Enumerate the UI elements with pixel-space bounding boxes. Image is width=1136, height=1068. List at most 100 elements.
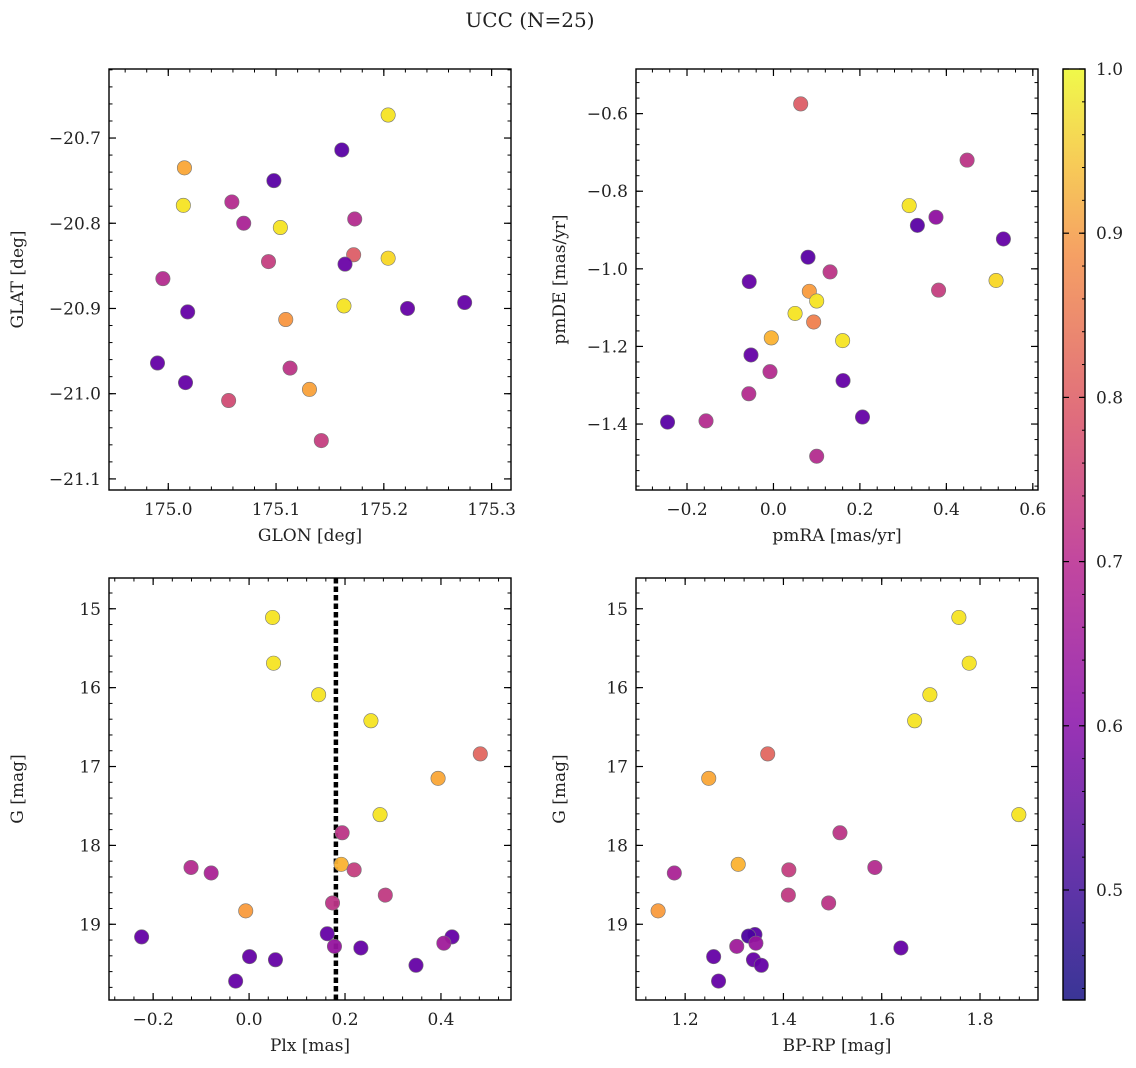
data-point [711, 973, 727, 989]
data-point [228, 973, 244, 989]
data-point [301, 381, 317, 397]
x-axis-label: GLON [deg] [258, 526, 362, 546]
y-axis-label: pmDE [mas/yr] [550, 214, 570, 344]
data-point [928, 209, 944, 225]
data-point [261, 254, 277, 270]
data-point [650, 903, 666, 919]
x-tick-label: 1.8 [966, 1010, 993, 1030]
data-point [377, 887, 393, 903]
data-point [660, 414, 676, 430]
data-point [337, 256, 353, 272]
y-tick-label: −21.1 [49, 470, 101, 490]
y-tick-label: 17 [79, 758, 101, 778]
data-point [265, 609, 281, 625]
panel-plx-g: −0.2 0.0 0.2 0.4 15 16 17 18 19 Plx [mas] G [mag] [8, 577, 512, 1056]
data-point [901, 198, 917, 214]
x-axis-label: pmRA [mas/yr] [772, 526, 901, 546]
data-point [988, 272, 1004, 288]
data-point [730, 856, 746, 872]
axes-frame [108, 577, 512, 1001]
data-point [266, 173, 282, 189]
data-point [221, 393, 237, 409]
colorbar-tick-label: 1.0 [1096, 60, 1123, 80]
y-tick-label: 15 [79, 600, 101, 620]
data-point [175, 197, 191, 213]
x-tick-label: −0.2 [132, 1010, 173, 1030]
data-point [666, 865, 682, 881]
x-tick-label: 0.4 [427, 1010, 454, 1030]
data-point [400, 300, 416, 316]
figure-title: UCC (N=25) [465, 8, 594, 32]
data-point [266, 655, 282, 671]
data-point [457, 295, 473, 311]
data-point [282, 360, 298, 376]
y-tick-label: −20.8 [49, 214, 101, 234]
data-point [311, 687, 327, 703]
x-tick-label: 0.0 [236, 1010, 263, 1030]
data-point [809, 293, 825, 309]
axes-frame [108, 68, 512, 491]
data-point [380, 107, 396, 123]
data-point [203, 865, 219, 881]
data-point [278, 312, 294, 328]
y-tick-label: 18 [79, 836, 101, 856]
data-point [893, 940, 909, 956]
data-point [762, 364, 778, 380]
data-point [760, 746, 776, 762]
data-point [346, 862, 362, 878]
y-axis-label: G [mag] [8, 754, 28, 823]
data-point [793, 96, 809, 112]
data-point [922, 687, 938, 703]
y-tick-label: −20.7 [49, 129, 101, 149]
data-point [741, 386, 757, 402]
data-point [698, 413, 714, 429]
data-point [319, 926, 335, 942]
data-point [781, 862, 797, 878]
y-tick-label: −1.4 [587, 415, 628, 435]
data-point [909, 217, 925, 233]
x-tick-label: 0.2 [331, 1010, 358, 1030]
data-point [149, 355, 165, 371]
data-point [961, 655, 977, 671]
data-point [183, 859, 199, 875]
data-point [134, 929, 150, 945]
data-point [835, 333, 851, 349]
data-point [951, 609, 967, 625]
data-point [748, 935, 764, 951]
data-point [334, 825, 350, 841]
data-point [1011, 807, 1027, 823]
data-point [326, 938, 342, 954]
y-tick-label: 19 [606, 915, 628, 935]
data-point [835, 373, 851, 389]
data-point [178, 375, 194, 391]
y-tick-label: −1.0 [587, 260, 628, 280]
y-tick-label: 15 [606, 600, 628, 620]
colorbar-tick-label: 0.7 [1096, 553, 1123, 573]
y-axis-label: G [mag] [550, 754, 570, 823]
x-tick-label: 175.0 [144, 500, 193, 520]
y-tick-label: 17 [606, 758, 628, 778]
data-point [336, 298, 352, 314]
data-point [741, 274, 757, 290]
panel-glon-glat: 175.0 175.1 175.2 175.3 −20.7 −20.8 −20.9 −21.0… [8, 68, 516, 546]
data-point [729, 938, 745, 954]
x-tick-label: 1.2 [672, 1010, 699, 1030]
data-point [155, 271, 171, 287]
data-point [867, 859, 883, 875]
data-point [855, 409, 871, 425]
panels: 175.0 175.1 175.2 175.3 −20.7 −20.8 −20.9 −21.0… [8, 68, 1046, 1056]
data-point [809, 448, 825, 464]
x-tick-label: 0.4 [933, 500, 960, 520]
data-point [236, 215, 252, 231]
data-point [242, 949, 258, 965]
data-point [706, 949, 722, 965]
x-tick-label: 0.6 [1019, 500, 1046, 520]
panel-pmra-pmde: −0.2 0.0 0.2 0.4 0.6 −0.6 −0.8 −1.0 −1.2 −1.4 pmRA… [550, 68, 1046, 546]
data-point [780, 887, 796, 903]
x-axis-label: Plx [mas] [270, 1036, 350, 1056]
data-point [995, 231, 1011, 247]
data-point [821, 895, 837, 911]
data-point [334, 142, 350, 158]
x-tick-label: 0.2 [846, 500, 873, 520]
